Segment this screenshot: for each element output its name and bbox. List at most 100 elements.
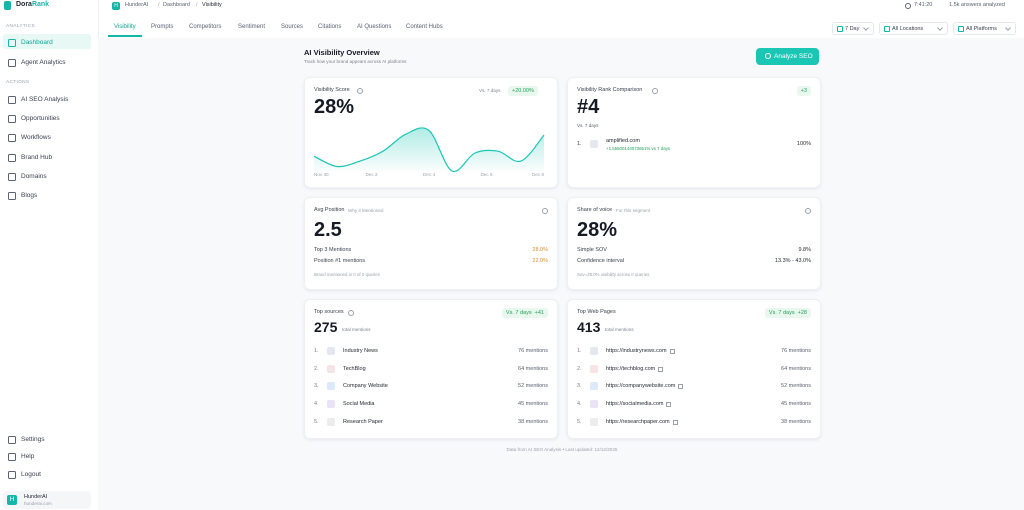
nav-item[interactable]: AI SEO Analysis <box>21 96 69 103</box>
list-rank: 5. <box>577 419 582 425</box>
list-name[interactable]: https://socialmedia.com <box>606 401 664 407</box>
tab[interactable]: Content Hubs <box>406 24 443 30</box>
filter-icon <box>884 26 890 32</box>
breadcrumb-item[interactable]: HunderAI <box>125 2 149 8</box>
list-rank: 3. <box>314 383 319 389</box>
list-rank: 3. <box>577 383 582 389</box>
breadcrumb-separator: / <box>158 2 160 8</box>
tab[interactable]: Sources <box>281 24 304 30</box>
tab[interactable]: Visibility <box>114 24 136 30</box>
nav-item[interactable]: Help <box>21 453 35 460</box>
nav-icon <box>8 436 16 444</box>
x-axis-label: Dec 6 <box>480 172 493 177</box>
position-card: Avg Position Why it Mentioned 2.5 Top 3 Men… <box>304 197 558 290</box>
filter-label: 7 Day <box>845 25 860 32</box>
nav-item[interactable]: Dashboard <box>21 39 53 46</box>
info-icon <box>542 208 548 214</box>
filter-dropdown[interactable]: 7 Day <box>832 22 874 35</box>
card-subtitle: Why it Mentioned <box>348 207 384 213</box>
score-value: 28% <box>314 96 355 118</box>
list-name[interactable]: https://companywebsite.com <box>606 383 676 389</box>
list-mentions: 45 mentions <box>781 401 811 407</box>
list-name[interactable]: https://industrynews.com <box>606 348 667 354</box>
list-icon <box>327 347 335 355</box>
user-domain: hunderai.com <box>24 501 52 506</box>
row-value: 13.3% - 43.0% <box>774 258 811 264</box>
nav-icon <box>8 173 16 181</box>
tab[interactable]: Prompts <box>151 24 174 30</box>
tab[interactable]: AI Questions <box>357 24 392 30</box>
user-avatar: H <box>7 495 17 505</box>
filter-dropdown[interactable]: All Platforms <box>953 22 1016 35</box>
nav-item[interactable]: Blogs <box>21 192 38 199</box>
breadcrumb-item: Visibility <box>202 2 222 8</box>
list-icon <box>327 400 335 408</box>
change-pill: +3 <box>796 86 811 96</box>
info-icon <box>805 208 811 214</box>
list-name: TechBlog <box>343 366 366 372</box>
chevron <box>863 25 869 31</box>
tab[interactable]: Competitors <box>189 24 222 30</box>
list-name[interactable]: https://researchpaper.com <box>606 419 670 425</box>
list-mentions: 38 mentions <box>518 419 548 425</box>
filter-label: All Platforms <box>966 25 997 32</box>
nav-item[interactable]: Brand Hub <box>21 154 53 161</box>
user-card[interactable]: H HunderAI hunderai.com <box>3 491 91 509</box>
chevron <box>1005 25 1011 31</box>
nav-item[interactable]: Settings <box>21 436 45 443</box>
list-mentions: 64 mentions <box>518 366 548 372</box>
list-icon <box>327 365 335 373</box>
row-share: 100% <box>796 141 811 147</box>
nav-icon <box>8 471 16 479</box>
row-domain[interactable]: amplified.com <box>606 138 640 144</box>
tab[interactable]: Sentiment <box>238 24 266 30</box>
filter-icon <box>958 26 964 32</box>
workspace-badge: H <box>112 2 120 10</box>
nav-item[interactable]: Domains <box>21 173 47 180</box>
change-pill: +20.00% <box>508 86 538 96</box>
row-delta: +1.55500144073651% vs 7 days <box>606 146 671 151</box>
list-icon <box>327 418 335 426</box>
external-link-icon <box>678 384 683 389</box>
list-icon <box>590 365 598 373</box>
rank-card: Visibility Rank Comparison +3 #4 Vs. 7 days… <box>567 77 821 188</box>
list-name[interactable]: https://techblog.com <box>606 366 656 372</box>
list-mentions: 52 mentions <box>781 383 811 389</box>
nav-item[interactable]: Opportunities <box>21 115 60 122</box>
info-icon <box>348 310 354 316</box>
nav-item[interactable]: Logout <box>21 471 41 478</box>
breadcrumb-separator: / <box>196 2 198 8</box>
list-mentions: 76 mentions <box>518 348 548 354</box>
user-name: HunderAI <box>24 494 48 500</box>
list-icon <box>590 400 598 408</box>
x-axis-label: Nov 30 <box>314 172 329 177</box>
breadcrumb-item[interactable]: Dashboard <box>163 2 190 8</box>
list-icon <box>590 418 598 426</box>
sources-card: Top sources Vs. 7 days +41 275 total mentio… <box>304 299 558 439</box>
list-name: Research Paper <box>343 419 383 425</box>
card-title: Top sources <box>314 309 344 315</box>
list-name: Industry News <box>343 348 378 354</box>
card-note: Brand mentioned in 0 of 0 queries <box>314 272 380 277</box>
nav-item[interactable]: Workflows <box>21 134 51 141</box>
brand-part: Dora <box>16 1 32 8</box>
change-pill: Vs. 7 days +41 <box>501 308 548 318</box>
list-icon <box>590 382 598 390</box>
row-value: 22.0% <box>532 258 548 264</box>
total-value: 275 <box>314 319 338 335</box>
tab[interactable]: Citations <box>318 24 342 30</box>
brand-logo <box>4 1 11 10</box>
filter-dropdown[interactable]: All Locations <box>879 22 948 35</box>
row-value: 9.8% <box>798 247 811 253</box>
card-note: Sov=28.0% visibility across 0 queries <box>577 272 650 277</box>
nav-item[interactable]: Agent Analytics <box>21 59 66 66</box>
card-subtitle: For this segment <box>616 207 651 213</box>
visibility-card: Visibility Score Vs. 7 days +20.00% 28% Nov … <box>304 77 558 188</box>
row-label: Top 3 Mentions <box>314 247 352 253</box>
list-mentions: 52 mentions <box>518 383 548 389</box>
info-icon <box>652 88 658 94</box>
analyze-button[interactable]: Analyze SEO <box>756 48 819 65</box>
total-label: total mentions <box>605 327 634 332</box>
tab-underline <box>108 35 142 37</box>
list-mentions: 76 mentions <box>781 348 811 354</box>
